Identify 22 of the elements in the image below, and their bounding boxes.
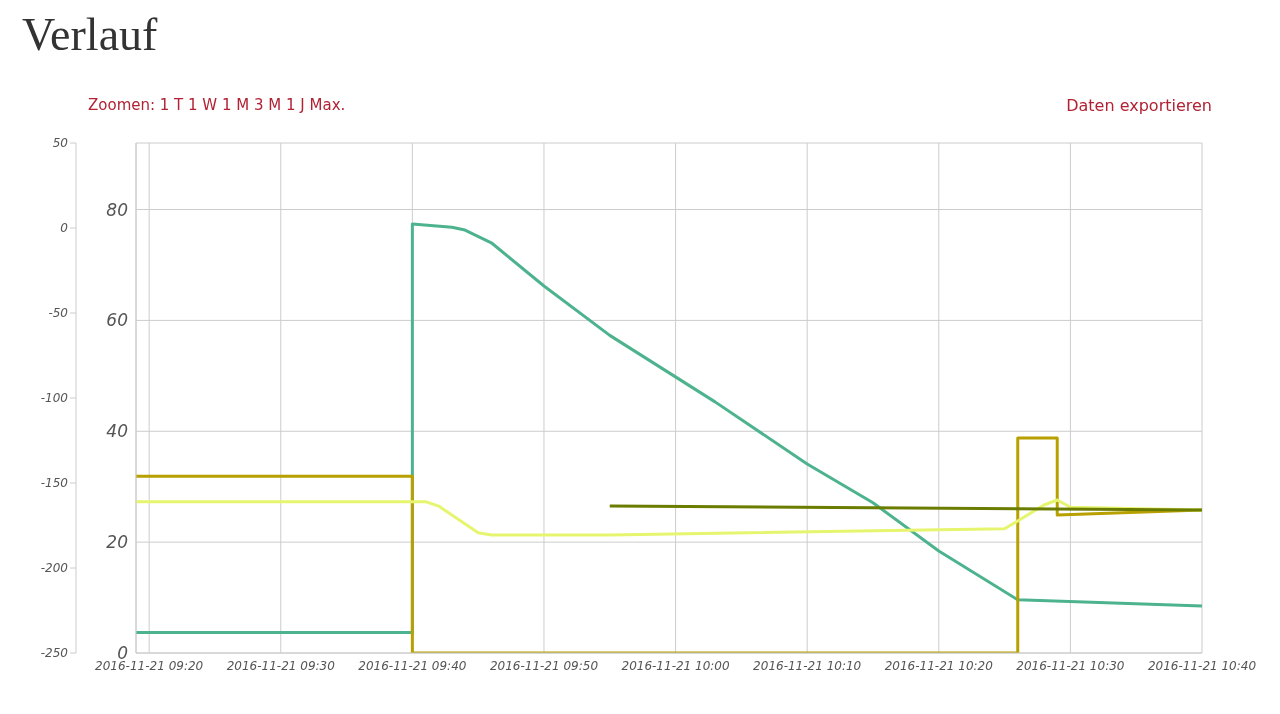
chart-title: Verlauf	[22, 8, 158, 61]
y2-tick-label: -200	[40, 561, 69, 576]
y2-tick-label: -100	[40, 391, 69, 406]
x-tick-label: 2016-11-21 09:40	[358, 658, 467, 673]
x-tick-label: 2016-11-21 10:30	[1016, 658, 1125, 673]
text: Zoomen: 1 T 1 W 1 M 3 M 1 J Max.	[88, 96, 346, 114]
x-tick-label: 2016-11-21 10:10	[753, 658, 862, 673]
x-tick-label: 2016-11-21 10:40	[1147, 658, 1257, 673]
text: Daten exportieren	[1066, 96, 1212, 115]
y2-tick-label: -250	[40, 646, 69, 661]
x-tick-label: 2016-11-21 09:50	[489, 658, 599, 673]
y-tick-label: 40	[106, 421, 128, 442]
y-tick-label: 80	[106, 199, 128, 220]
y2-tick-label: -150	[40, 476, 69, 491]
y2-tick-label: -50	[48, 306, 69, 321]
x-tick-label: 2016-11-21 09:30	[226, 658, 336, 673]
y2-tick-label: 50	[52, 136, 69, 151]
x-tick-label: 2016-11-21 10:20	[884, 658, 994, 673]
y-tick-label: 20	[106, 532, 128, 553]
y-tick-label: 60	[106, 310, 128, 331]
y2-tick-label: 0	[60, 221, 69, 236]
x-tick-label: 2016-11-21 10:00	[621, 658, 731, 673]
